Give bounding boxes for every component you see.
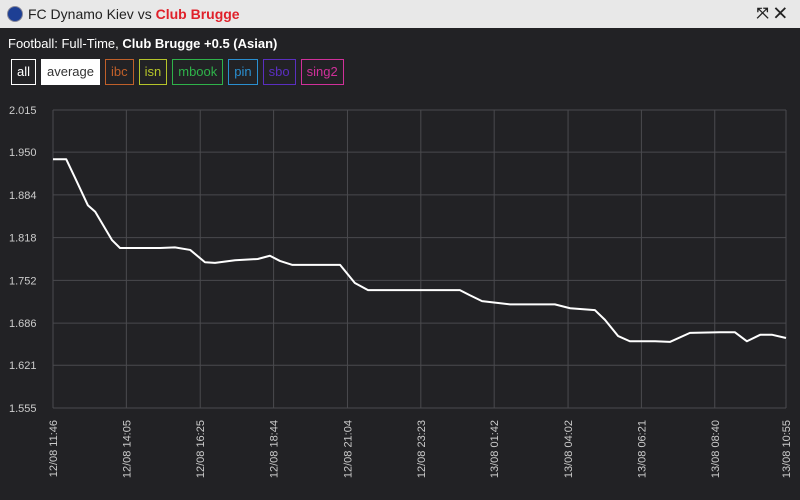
market: Club Brugge +0.5 (Asian) [122,36,278,51]
y-tick-label: 1.950 [9,147,37,159]
x-tick-label: 12/08 23:23 [416,420,428,478]
filter-button[interactable]: pin [228,59,258,85]
x-tick-label: 13/08 08:40 [710,420,722,478]
filters: all average ibc isn mbook pin sbo sing2 [11,59,344,85]
y-tick-label: 1.555 [9,403,37,415]
y-tick-label: 1.621 [9,360,37,372]
vs: vs [137,6,152,22]
x-tick-label: 13/08 06:21 [636,420,648,478]
series-line [53,158,787,343]
filter-button[interactable]: sbo [262,59,296,85]
home-team: FC Dynamo Kiev [28,6,134,22]
team-icon [7,6,23,22]
filter-button[interactable]: isn [138,59,168,85]
x-tick-label: 12/08 18:44 [269,420,281,478]
x-tick-label: 12/08 14:05 [121,420,133,478]
filter-button[interactable]: average [41,59,100,85]
title: FC Dynamo Kiev vs Club Brugge [28,6,240,22]
y-tick-label: 1.884 [9,190,37,202]
y-tick-label: 1.818 [9,233,37,245]
y-tick-label: 1.752 [9,275,37,287]
subtitle: Football: Full-Time, Club Brugge +0.5 (A… [8,36,277,51]
y-tick-label: 1.686 [9,318,37,330]
x-tick-label: 12/08 16:25 [195,420,207,478]
filter-button[interactable]: mbook [172,59,224,85]
filter-button[interactable]: all [11,59,37,85]
x-tick-label: 13/08 10:55 [781,420,793,478]
y-tick-label: 2.015 [9,105,37,117]
window-tools[interactable]: ⤧✕ [756,5,792,22]
filter-button[interactable]: sing2 [300,59,344,85]
filter-button[interactable]: ibc [105,59,134,85]
x-tick-label: 13/08 01:42 [489,420,501,478]
sport: Football: Full-Time, [8,36,119,51]
away-team: Club Brugge [155,6,240,22]
x-tick-label: 12/08 21:04 [342,420,354,478]
x-tick-label: 12/08 11:46 [48,420,60,477]
x-tick-label: 13/08 04:02 [563,420,575,478]
header: FC Dynamo Kiev vs Club Brugge ⤧✕ [0,0,800,28]
